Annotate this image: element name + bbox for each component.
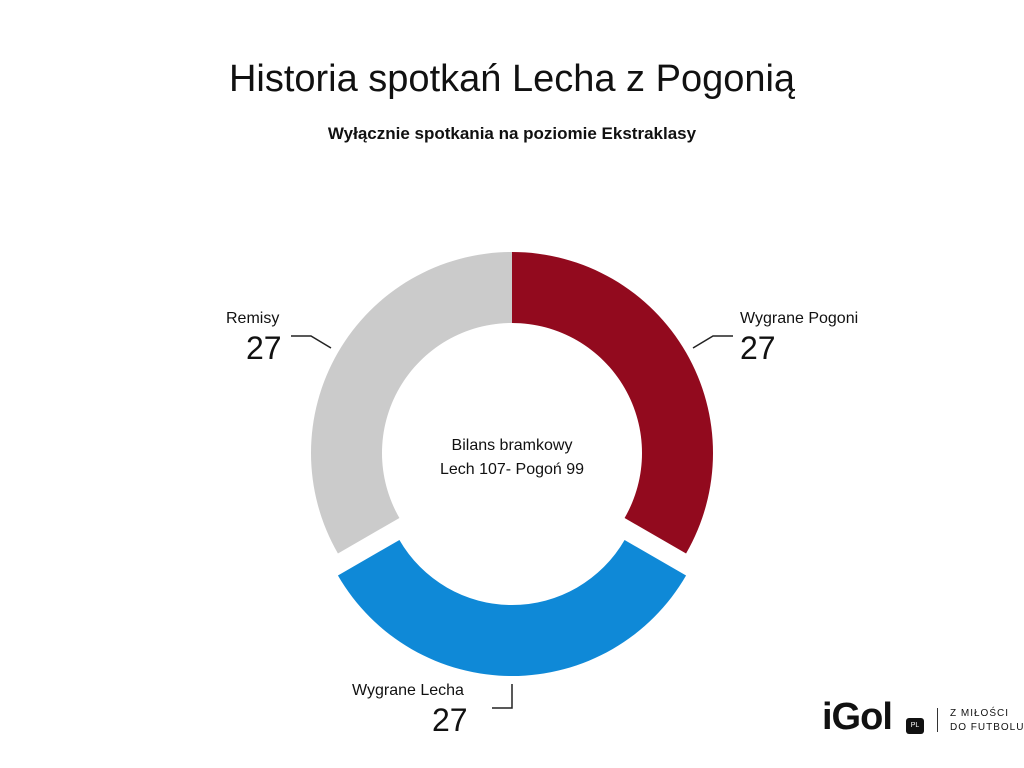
- logo-tagline-1: Z MIŁOŚCI: [950, 708, 1010, 719]
- chart-title: Historia spotkań Lecha z Pogonią: [228, 58, 796, 100]
- leader-line-lech: [492, 684, 513, 709]
- donut-slice-wygrane-pogoni: [512, 252, 713, 554]
- logo-divider: [937, 708, 938, 732]
- center-text-line-1: Bilans bramkowy: [451, 437, 573, 454]
- leader-line-remisy: [291, 335, 332, 349]
- donut-slice-remisy: [311, 252, 512, 554]
- logo-tagline-2: DO FUTBOLU: [950, 722, 1024, 733]
- value-remisy: 27: [246, 330, 282, 366]
- value-wygrane-lecha: 27: [432, 702, 468, 738]
- chart-subtitle: Wyłącznie spotkania na poziomie Ekstrakl…: [327, 124, 697, 143]
- label-remisy: Remisy: [226, 310, 280, 327]
- center-text-line-2: Lech 107- Pogoń 99: [439, 461, 585, 478]
- label-wygrane-pogoni: Wygrane Pogoni: [740, 310, 859, 327]
- center-text: Bilans bramkowy Lech 107- Pogoń 99: [412, 434, 612, 482]
- value-wygrane-pogoni: 27: [740, 330, 776, 366]
- logo-brand: iGol: [822, 696, 893, 738]
- label-wygrane-lecha: Wygrane Lecha: [352, 682, 464, 699]
- logo-tagline: Z MIŁOŚCI DO FUTBOLU: [950, 707, 1024, 735]
- leader-line-pogon: [692, 335, 733, 349]
- logo-pl-badge: PL: [906, 718, 924, 734]
- donut-slice-wygrane-lecha: [337, 540, 687, 676]
